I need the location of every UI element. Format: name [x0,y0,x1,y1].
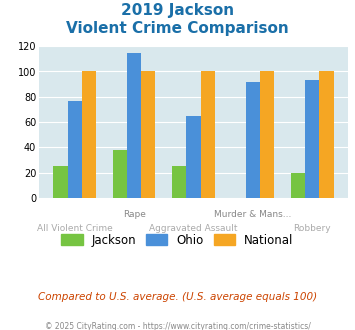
Bar [141,72,155,198]
Bar [305,80,320,198]
Text: Rape: Rape [122,210,146,219]
Bar [113,150,127,198]
Bar [67,101,82,198]
Text: All Violent Crime: All Violent Crime [37,224,113,233]
Text: Compared to U.S. average. (U.S. average equals 100): Compared to U.S. average. (U.S. average … [38,292,317,302]
Bar [82,72,96,198]
Bar [320,72,334,198]
Bar [291,173,305,198]
Text: 2019 Jackson: 2019 Jackson [121,3,234,18]
Bar [201,72,215,198]
Bar [127,52,141,198]
Bar [53,166,67,198]
Bar [186,116,201,198]
Text: Aggravated Assault: Aggravated Assault [149,224,238,233]
Bar [246,82,260,198]
Text: Robbery: Robbery [294,224,331,233]
Bar [260,72,274,198]
Bar [172,166,186,198]
Legend: Jackson, Ohio, National: Jackson, Ohio, National [57,229,298,251]
Text: Murder & Mans...: Murder & Mans... [214,210,291,219]
Text: Violent Crime Comparison: Violent Crime Comparison [66,21,289,36]
Text: © 2025 CityRating.com - https://www.cityrating.com/crime-statistics/: © 2025 CityRating.com - https://www.city… [45,322,310,330]
